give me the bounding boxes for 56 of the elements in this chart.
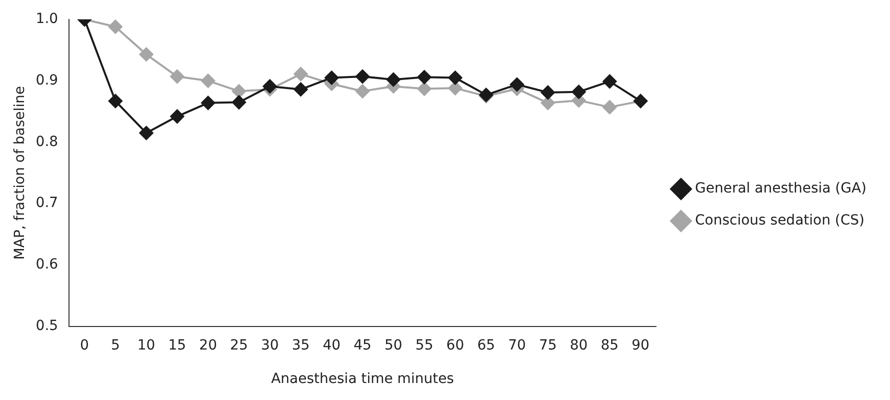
point xyxy=(108,20,122,34)
point xyxy=(448,81,462,96)
point xyxy=(417,70,432,84)
y-tick-label: 0.9 xyxy=(36,72,58,88)
point xyxy=(540,85,555,100)
x-tick-label: 35 xyxy=(292,337,310,354)
x-axis-title: Anaesthesia time minutes xyxy=(271,371,454,388)
legend-label: General anesthesia (GA) xyxy=(695,180,867,197)
point xyxy=(294,67,308,82)
point xyxy=(510,77,524,92)
point xyxy=(262,79,277,94)
y-tick-label: 1.0 xyxy=(36,11,58,28)
x-tick-label: 50 xyxy=(384,337,402,354)
point xyxy=(602,100,617,114)
y-tick-label: 0.6 xyxy=(36,256,58,273)
x-tick-label: 15 xyxy=(168,337,186,354)
point xyxy=(201,74,216,88)
point xyxy=(170,70,184,84)
point xyxy=(540,96,555,110)
x-tick-label: 85 xyxy=(600,337,619,354)
x-tick-label: 5 xyxy=(110,337,120,354)
point xyxy=(232,84,246,98)
x-tick-label: 20 xyxy=(199,337,217,354)
x-tick-label: 75 xyxy=(538,337,557,354)
x-tick-label: 40 xyxy=(322,337,341,354)
x-tick-label: 65 xyxy=(477,337,496,354)
x-tick-label: 70 xyxy=(508,337,526,354)
y-tick-label: 0.5 xyxy=(36,318,58,334)
x-tick-label: 60 xyxy=(446,337,464,354)
x-tick-label: 0 xyxy=(80,337,89,354)
x-tick-label: 55 xyxy=(415,337,434,354)
point xyxy=(201,96,216,110)
point xyxy=(356,70,370,84)
y-axis-title: MAP, fraction of baseline xyxy=(12,86,28,260)
x-tick-label: 45 xyxy=(354,337,372,354)
point xyxy=(139,47,154,62)
point xyxy=(232,95,246,110)
x-tick-label: 80 xyxy=(570,337,588,354)
point xyxy=(170,109,184,124)
point xyxy=(356,84,370,98)
point xyxy=(294,82,308,96)
x-tick-label: 90 xyxy=(632,337,650,354)
point xyxy=(108,94,122,108)
point xyxy=(324,70,339,85)
legend-label: Conscious sedation (CS) xyxy=(695,212,865,229)
y-tick-label: 0.8 xyxy=(36,134,58,150)
x-tick-label: 10 xyxy=(137,337,156,354)
point xyxy=(139,126,154,140)
point xyxy=(602,74,617,88)
point xyxy=(448,70,462,85)
point xyxy=(386,72,400,87)
point xyxy=(417,82,432,96)
x-tick-label: 25 xyxy=(230,337,248,354)
x-tick-label: 30 xyxy=(260,337,279,354)
y-tick-label: 0.7 xyxy=(36,195,58,212)
point xyxy=(572,84,586,99)
